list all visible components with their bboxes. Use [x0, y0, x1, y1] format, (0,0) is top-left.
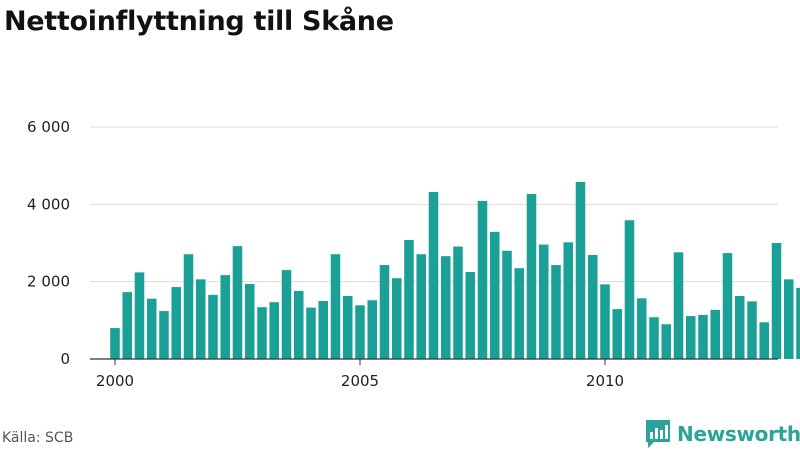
- bar: [146, 298, 157, 359]
- bar: [612, 309, 623, 359]
- bar: [734, 295, 745, 359]
- bar: [575, 181, 586, 359]
- bar: [159, 311, 169, 359]
- bar: [110, 328, 120, 359]
- bar: [514, 268, 525, 359]
- brand-name: Newsworthy: [677, 422, 800, 446]
- bar: [183, 254, 194, 359]
- bar: [318, 301, 329, 359]
- bar: [624, 220, 635, 359]
- bar: [661, 324, 672, 359]
- x-tick-label: 2000: [96, 372, 134, 390]
- chart-title: Nettoinflyttning till Skåne: [4, 6, 394, 37]
- bar: [649, 317, 659, 359]
- bar: [306, 307, 316, 359]
- source-note: Källa: SCB: [2, 430, 74, 446]
- brand-logo: Newsworthy: [645, 419, 800, 449]
- bar: [428, 192, 439, 359]
- bar: [134, 272, 145, 359]
- bar: [171, 287, 182, 359]
- y-tick-label: 4 000: [27, 195, 70, 213]
- bar: [698, 314, 708, 359]
- bar: [502, 250, 512, 359]
- bar: [710, 309, 721, 359]
- bar: [293, 290, 304, 359]
- bar: [342, 295, 353, 359]
- bar: [244, 284, 255, 359]
- bar: [685, 316, 696, 359]
- bar: [404, 239, 414, 359]
- bar: [355, 305, 365, 359]
- x-tick-label: 2005: [341, 372, 379, 390]
- bar: [538, 244, 549, 359]
- bar: [489, 231, 500, 359]
- bar: [416, 254, 427, 359]
- bar: [367, 300, 378, 359]
- bar: [330, 254, 341, 359]
- bar: [232, 246, 243, 359]
- bar: [208, 294, 218, 359]
- bar: [465, 272, 476, 359]
- y-tick-label: 2 000: [27, 273, 70, 291]
- bar: [673, 252, 684, 359]
- bar: [747, 301, 757, 359]
- bar: [195, 279, 206, 359]
- bar: [722, 253, 733, 359]
- bar: [783, 279, 794, 359]
- bar: [281, 270, 292, 359]
- bar: [526, 193, 537, 359]
- bar: [796, 287, 800, 359]
- bar: [563, 242, 574, 359]
- bar: [759, 322, 770, 359]
- bar: [453, 246, 463, 359]
- y-tick-label: 0: [60, 350, 70, 368]
- x-tick-label: 2010: [586, 372, 624, 390]
- bar: [600, 284, 610, 359]
- bar: [636, 298, 647, 359]
- bar: [391, 278, 402, 359]
- bar: [440, 256, 451, 359]
- bar: [257, 307, 267, 359]
- bar: [477, 200, 488, 359]
- bar: [551, 265, 561, 359]
- bar: [220, 275, 231, 359]
- bars: [110, 181, 800, 359]
- bar: [269, 302, 280, 359]
- bar: [771, 243, 782, 359]
- bar: [587, 255, 598, 359]
- newsworthy-logo-icon: [646, 420, 670, 448]
- bar: [122, 292, 133, 359]
- bar: [379, 265, 390, 359]
- y-tick-label: 6 000: [27, 118, 70, 136]
